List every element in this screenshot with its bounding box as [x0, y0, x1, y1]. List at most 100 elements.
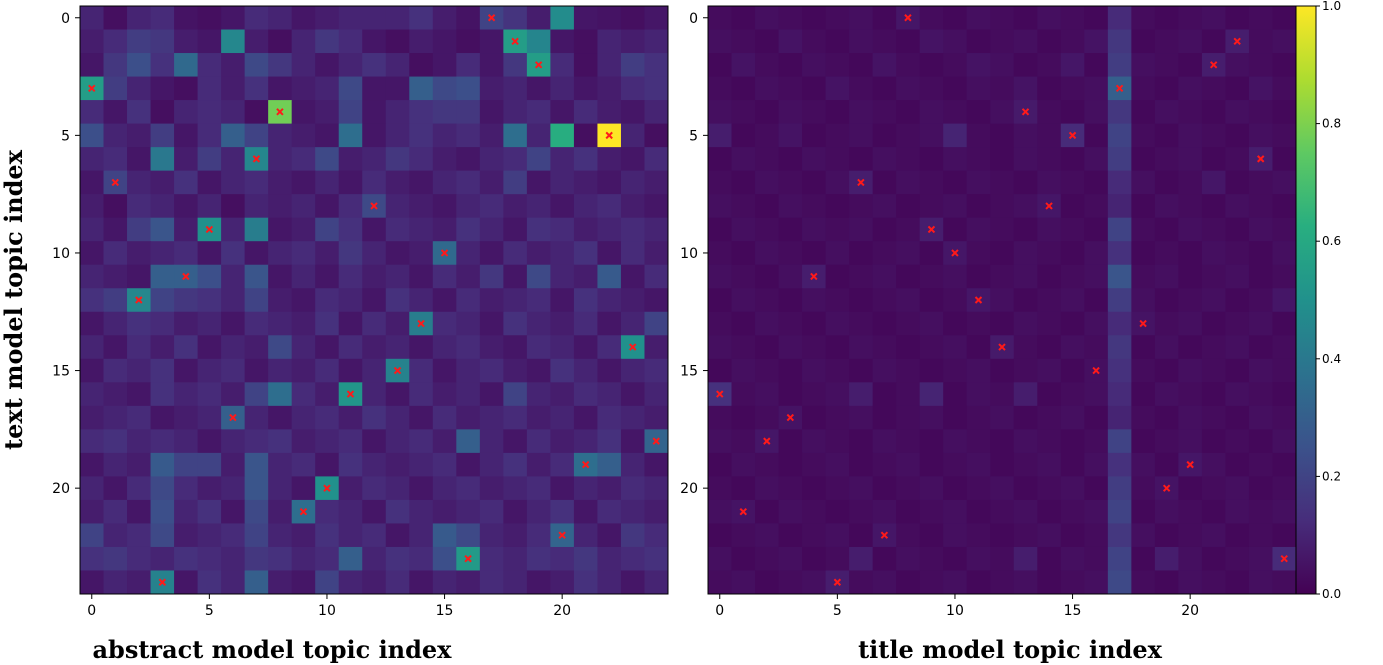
heatmap-cell — [731, 452, 756, 477]
heatmap-cell — [150, 288, 175, 313]
heatmap-cell — [943, 194, 968, 219]
heatmap-cell — [315, 6, 340, 31]
heatmap-cell — [432, 546, 457, 571]
heatmap-cell — [409, 382, 434, 407]
heatmap-cell — [1225, 546, 1250, 571]
heatmap-cell — [990, 76, 1015, 101]
heatmap-cell — [409, 523, 434, 548]
heatmap-cell — [966, 147, 991, 172]
heatmap-cell — [896, 335, 921, 360]
heatmap-cell — [849, 335, 874, 360]
heatmap-cell — [872, 194, 897, 219]
heatmap-cell — [778, 264, 803, 289]
heatmap-cell — [1178, 123, 1203, 148]
heatmap-cell — [127, 546, 152, 571]
heatmap-cell — [409, 499, 434, 524]
heatmap-cell — [362, 311, 387, 336]
heatmap-cell — [315, 100, 340, 125]
heatmap-cell — [362, 53, 387, 78]
heatmap-cell — [802, 570, 827, 595]
heatmap-cell — [943, 6, 968, 31]
diagonal-marker — [739, 507, 747, 516]
heatmap-cell — [432, 476, 457, 501]
heatmap-cell — [479, 382, 504, 407]
heatmap-cell — [597, 264, 622, 289]
heatmap-cell — [315, 452, 340, 477]
heatmap-cell — [174, 147, 199, 172]
heatmap-cell — [315, 546, 340, 571]
heatmap-cell — [872, 405, 897, 430]
heatmap-cell — [127, 382, 152, 407]
diagonal-marker — [581, 460, 590, 469]
heatmap-cell — [778, 523, 803, 548]
heatmap-cell — [872, 311, 897, 336]
heatmap-cell — [778, 311, 803, 336]
heatmap-cell — [1272, 311, 1297, 336]
heatmap-cell — [1131, 123, 1156, 148]
heatmap-cell — [503, 546, 528, 571]
heatmap-cell — [755, 194, 780, 219]
diagonal-marker — [1257, 155, 1265, 163]
heatmap-cell — [872, 53, 897, 78]
heatmap-cell — [644, 546, 669, 571]
heatmap-cell — [550, 452, 575, 477]
diagonal-marker — [1162, 484, 1171, 492]
heatmap-cell — [1060, 170, 1085, 195]
diagonal-marker — [605, 131, 613, 140]
heatmap-cell — [150, 405, 175, 430]
heatmap-cell — [1084, 499, 1109, 524]
heatmap-cell — [432, 76, 457, 101]
heatmap-cell — [919, 6, 944, 31]
heatmap-cell — [127, 523, 152, 548]
heatmap-cell — [597, 546, 622, 571]
heatmap-cell — [1154, 499, 1179, 524]
heatmap-cell — [802, 476, 827, 501]
heatmap-cell — [1272, 288, 1297, 313]
heatmap-cell — [644, 499, 669, 524]
heatmap-cell — [573, 241, 598, 266]
heatmap-cell — [1107, 429, 1132, 454]
diagonal-marker — [716, 390, 724, 398]
heatmap-cell — [268, 29, 293, 54]
heatmap-cell — [849, 570, 874, 595]
heatmap-cell — [597, 452, 622, 477]
heatmap-cell — [1131, 405, 1156, 430]
heatmap-cell — [943, 546, 968, 571]
heatmap-cell — [197, 123, 222, 148]
heatmap-cell — [1084, 476, 1109, 501]
heatmap-cell — [385, 476, 410, 501]
heatmap-cell — [1225, 288, 1250, 313]
heatmap-cell — [802, 53, 827, 78]
heatmap-cell — [432, 123, 457, 148]
heatmap-cell — [573, 217, 598, 242]
heatmap-cell — [919, 29, 944, 54]
heatmap-cell — [966, 6, 991, 31]
heatmap-cell — [1060, 358, 1085, 383]
heatmap-cell — [778, 288, 803, 313]
heatmap-cell — [244, 311, 269, 336]
heatmap-cell — [872, 546, 897, 571]
heatmap-cell — [1131, 76, 1156, 101]
heatmap-cell — [825, 546, 850, 571]
heatmap-cell — [456, 476, 481, 501]
heatmap-cell — [597, 241, 622, 266]
x-tick-label: 0 — [87, 603, 96, 619]
heatmap-cell — [385, 288, 410, 313]
heatmap-cell — [315, 288, 340, 313]
heatmap-cell — [150, 29, 175, 54]
heatmap-cell — [1154, 570, 1179, 595]
heatmap-cell — [597, 76, 622, 101]
heatmap-cell — [80, 335, 105, 360]
heatmap-cell — [315, 147, 340, 172]
heatmap-cell — [1178, 147, 1203, 172]
heatmap-cell — [755, 53, 780, 78]
heatmap-cell — [80, 476, 105, 501]
heatmap-cell — [731, 217, 756, 242]
diagonal-marker — [393, 366, 402, 375]
heatmap-cell — [1107, 217, 1132, 242]
heatmap-cell — [943, 123, 968, 148]
heatmap-cell — [644, 570, 669, 595]
heatmap-cell — [872, 6, 897, 31]
heatmap-cell — [150, 311, 175, 336]
heatmap-cell — [1225, 123, 1250, 148]
